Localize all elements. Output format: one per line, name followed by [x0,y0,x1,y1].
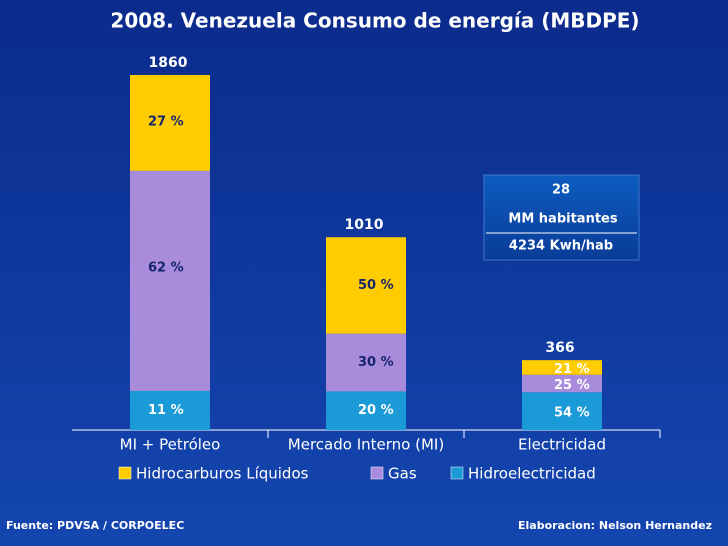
segment-label: 21 % [554,362,590,377]
x-tick-label: Mercado Interno (MI) [288,436,444,454]
total-label: 1860 [149,55,188,71]
bar-segment [522,360,602,375]
chart-title: 2008. Venezuela Consumo de energía (MBDP… [110,9,639,33]
segment-label: 30 % [358,355,394,370]
legend-swatch [118,466,132,480]
segment-label: 54 % [554,406,590,421]
total-label: 1010 [345,217,384,233]
segment-label: 50 % [358,278,394,293]
info-text: MM habitantes [508,212,617,227]
bar-segment [326,391,406,430]
bar-segment [522,392,602,430]
bar-segment [326,333,406,392]
info-box [483,174,640,261]
info-text: 28 [552,183,570,198]
segment-label: 62 % [148,260,184,275]
x-tick-label: MI + Petróleo [120,436,221,454]
legend-label: Hidroelectricidad [468,465,596,483]
segment-label: 27 % [148,115,184,130]
segment-label: 25 % [554,378,590,393]
bar-segment [130,75,210,171]
segment-label: 20 % [358,403,394,418]
x-tick-label: Electricidad [518,436,606,454]
bar-segment [522,374,602,393]
source: Fuente: PDVSA / CORPOELEC [6,519,184,532]
legend-label: Gas [388,465,417,483]
author: Elaboracion: Nelson Hernandez [518,519,712,532]
info-text: 4234 Kwh/hab [509,239,613,254]
bar-segment [130,170,210,391]
bar-segment [130,390,210,430]
segment-label: 11 % [148,403,184,418]
legend-swatch [370,466,384,480]
bar-segment [326,237,406,334]
legend-swatch [450,466,464,480]
legend-label: Hidrocarburos Líquidos [136,465,309,483]
total-label: 366 [545,340,574,356]
